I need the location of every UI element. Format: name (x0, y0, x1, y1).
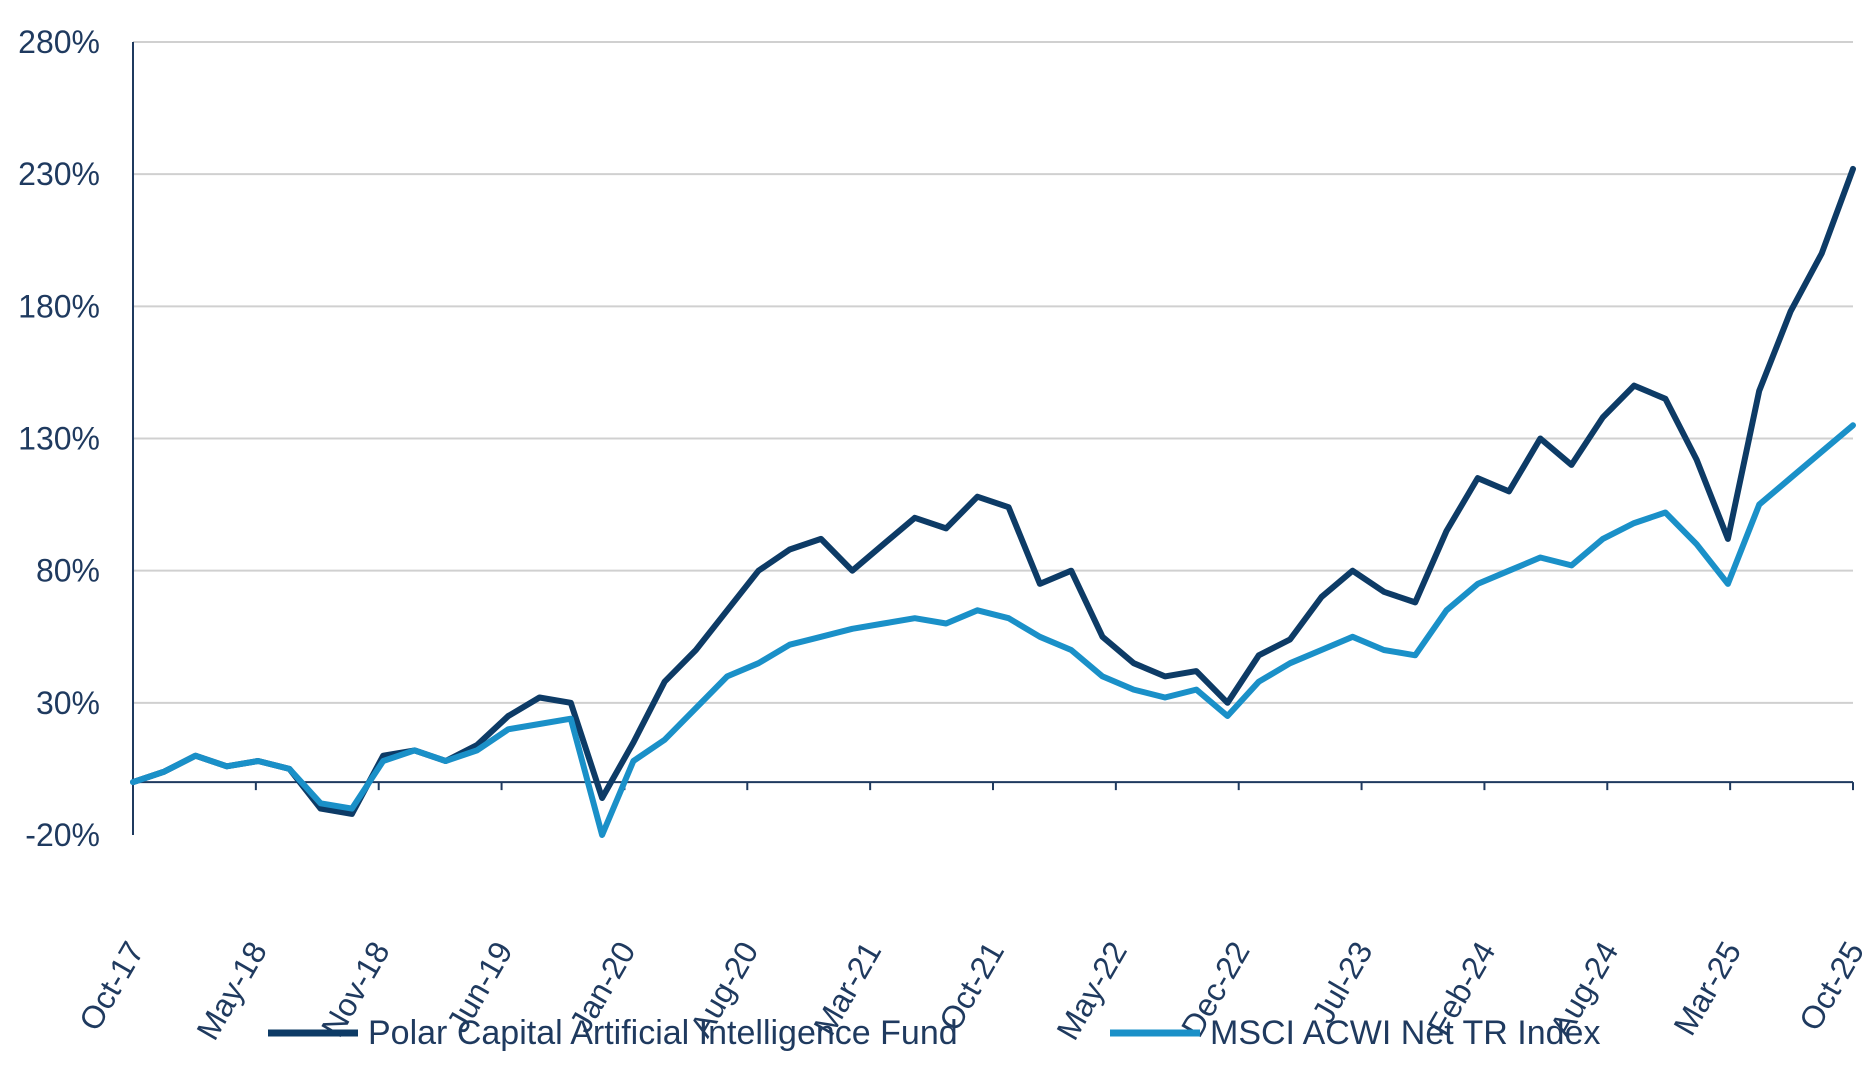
y-tick-label: 30% (36, 685, 100, 721)
legend-label: MSCI ACWI Net TR Index (1210, 1014, 1600, 1052)
index-series-line (130, 422, 1856, 838)
fund-series-line (130, 165, 1856, 817)
x-tick-label: Oct-25 (1792, 936, 1871, 1037)
y-tick-label: 80% (36, 553, 100, 589)
x-tick-label: Mar-25 (1666, 936, 1748, 1042)
x-tick-label: May-22 (1049, 936, 1134, 1046)
legend-label: Polar Capital Artificial Intelligence Fu… (368, 1014, 958, 1052)
y-tick-label: -20% (25, 817, 100, 853)
x-tick-label: Oct-17 (72, 936, 151, 1037)
y-tick-label: 130% (18, 421, 100, 457)
y-tick-label: 280% (18, 24, 100, 60)
y-tick-label: 180% (18, 288, 100, 324)
x-tick-label: May-18 (189, 936, 274, 1046)
y-tick-label: 230% (18, 156, 100, 192)
